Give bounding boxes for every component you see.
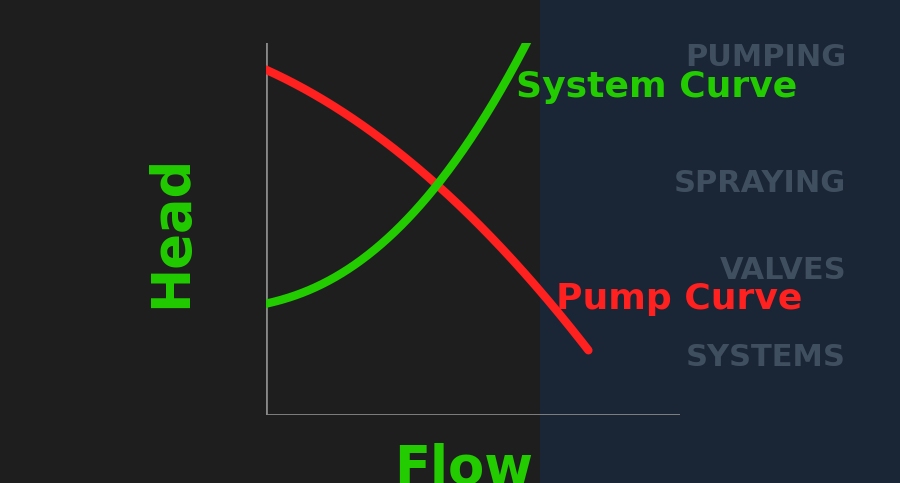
- Text: System Curve: System Curve: [517, 70, 797, 104]
- Text: Flow: Flow: [394, 442, 533, 483]
- Text: PUMPING: PUMPING: [685, 43, 846, 72]
- Text: Pump Curve: Pump Curve: [556, 283, 803, 316]
- Text: SPRAYING: SPRAYING: [674, 169, 846, 198]
- Text: SYSTEMS: SYSTEMS: [686, 343, 846, 372]
- Text: Head: Head: [145, 155, 197, 309]
- Text: VALVES: VALVES: [719, 256, 846, 285]
